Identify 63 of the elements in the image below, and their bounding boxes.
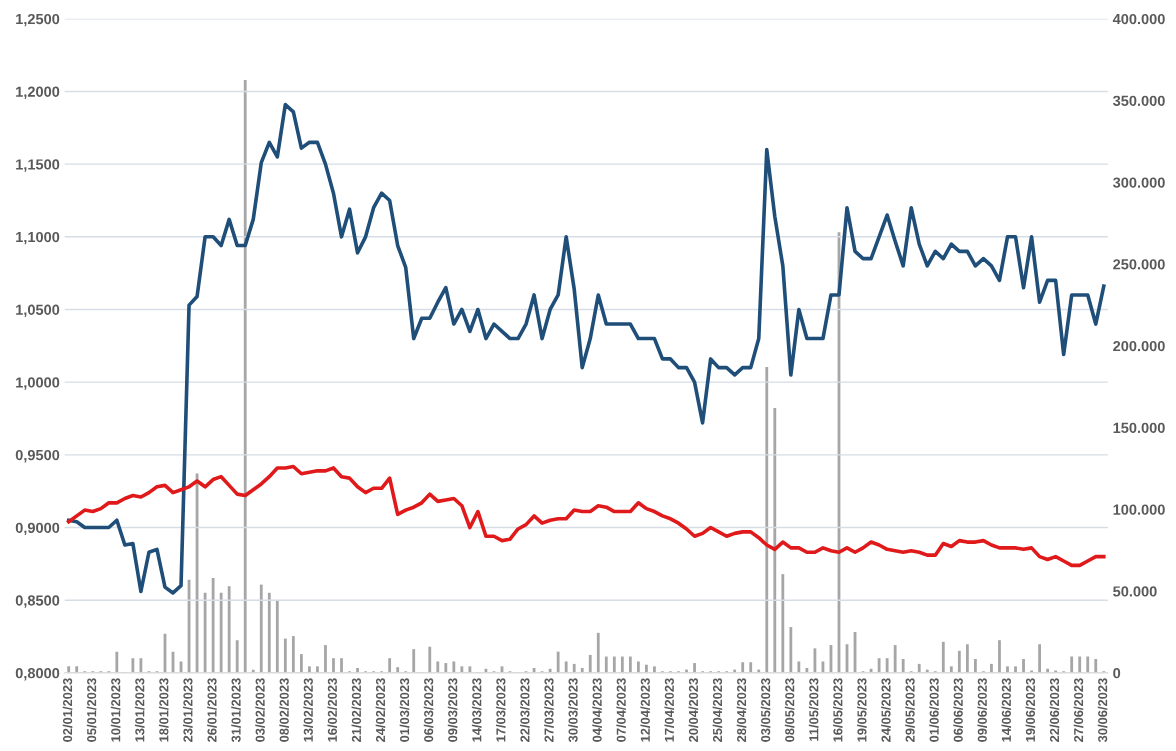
x-tick-label: 22/03/2023 <box>520 678 530 742</box>
x-tick-label: 03/05/2023 <box>760 678 771 742</box>
x-tick-label: 03/02/2023 <box>255 678 265 742</box>
x-tick-label: 21/02/2023 <box>351 678 362 742</box>
x-tick-label: 14/03/2023 <box>471 678 482 742</box>
x-tick-label: 28/04/2023 <box>736 678 747 742</box>
x-tick-label: 26/01/2023 <box>207 678 217 742</box>
y2-tick-label: 50.000 <box>1113 586 1157 597</box>
y2-tick-label: 300.000 <box>1112 177 1165 188</box>
x-tick-label: 17/03/2023 <box>495 678 506 742</box>
x-tick-label: 16/02/2023 <box>327 678 338 742</box>
y-tick-label: 0,9500 <box>15 449 60 463</box>
y2-tick-label: 200.000 <box>1113 340 1165 352</box>
y-tick-label: 1,0000 <box>16 377 60 390</box>
x-tick-label: 25/04/2023 <box>712 678 723 742</box>
x-tick-label: 09/06/2023 <box>977 678 988 742</box>
x-tick-label: 08/05/2023 <box>784 678 795 742</box>
y2-tick-label: 150.000 <box>1113 422 1165 434</box>
x-tick-label: 19/05/2023 <box>857 678 867 742</box>
x-tick-label: 30/03/2023 <box>568 678 578 743</box>
x-tick-label: 01/03/2023 <box>399 678 410 742</box>
x-tick-label: 05/01/2023 <box>86 678 97 742</box>
y2-tick-label: 250.000 <box>1113 259 1165 270</box>
y2-tick-label: 0 <box>1113 668 1121 679</box>
x-tick-label: 29/05/2023 <box>905 678 915 742</box>
x-tick-label: 14/06/2023 <box>1001 678 1012 742</box>
y-tick-label: 0,8500 <box>15 595 60 608</box>
x-tick-label: 10/01/2023 <box>110 678 121 742</box>
x-tick-label: 30/06/2023 <box>1097 678 1108 743</box>
x-tick-label: 18/01/2023 <box>158 678 169 742</box>
x-tick-label: 09/03/2023 <box>447 678 458 742</box>
x-tick-label: 11/05/2023 <box>808 678 819 741</box>
x-tick-label: 24/05/2023 <box>881 678 891 742</box>
y-tick-label: 1,2500 <box>16 13 60 27</box>
x-tick-label: 06/03/2023 <box>423 678 434 742</box>
x-tick-label: 20/04/2023 <box>688 678 699 742</box>
y2-tick-label: 400.000 <box>1112 13 1165 25</box>
y2-tick-label: 100.000 <box>1113 504 1165 515</box>
y-tick-label: 0,9000 <box>15 522 60 536</box>
x-tick-label: 19/06/2023 <box>1025 678 1036 742</box>
x-tick-label: 06/06/2023 <box>953 678 963 742</box>
x-tick-label: 22/06/2023 <box>1049 678 1060 742</box>
x-tick-label: 16/05/2023 <box>832 678 843 742</box>
y-tick-label: 1,1500 <box>16 159 60 172</box>
x-tick-label: 27/06/2023 <box>1073 678 1084 742</box>
y-tick-label: 1,2000 <box>16 86 60 99</box>
y-tick-label: 1,1000 <box>16 231 60 245</box>
x-tick-label: 17/04/2023 <box>664 678 675 742</box>
x-tick-label: 04/04/2023 <box>592 678 602 742</box>
x-tick-label: 23/01/2023 <box>183 678 193 742</box>
x-tick-label: 12/04/2023 <box>640 678 651 742</box>
x-tick-label: 01/06/2023 <box>929 678 939 742</box>
x-tick-label: 08/02/2023 <box>279 678 289 742</box>
x-tick-label: 13/02/2023 <box>303 678 314 742</box>
x-tick-label: 02/01/2023 <box>62 678 73 742</box>
x-tick-label: 13/01/2023 <box>134 678 145 742</box>
x-tick-label: 24/02/2023 <box>375 678 386 742</box>
x-tick-label: 27/03/2023 <box>544 678 554 742</box>
x-tick-label: 31/01/2023 <box>231 678 241 743</box>
x-tick-label: 07/04/2023 <box>616 678 626 742</box>
y-tick-label: 0,8000 <box>15 668 60 681</box>
y-tick-label: 1,0500 <box>16 304 60 318</box>
y2-tick-label: 350.000 <box>1112 95 1165 106</box>
